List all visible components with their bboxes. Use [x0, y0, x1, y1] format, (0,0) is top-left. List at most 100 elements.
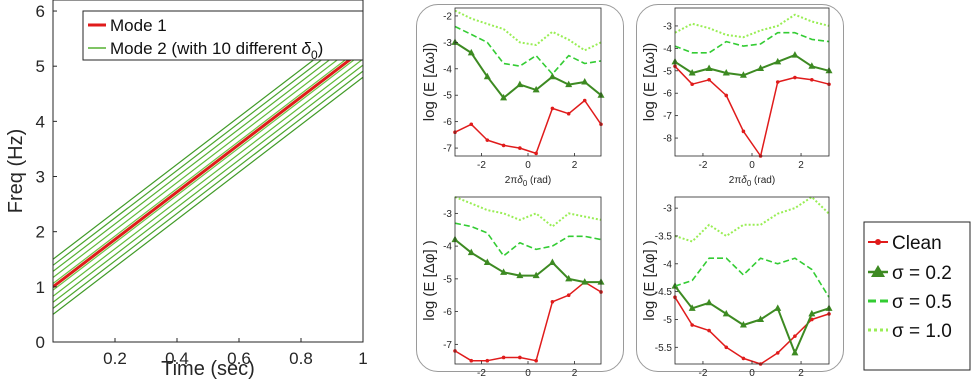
- series-line: [454, 196, 602, 228]
- data-point: [485, 358, 490, 363]
- panel-ytick-label: -5: [443, 91, 452, 102]
- legend-mode1-label: Mode 1: [110, 16, 167, 35]
- data-point: [757, 315, 765, 322]
- data-point: [774, 304, 782, 311]
- main-xlabel: Time (sec): [161, 358, 255, 380]
- data-point: [739, 321, 747, 328]
- panel-group-left-frame: [416, 4, 624, 372]
- panel-ytick-label: -2: [443, 11, 452, 22]
- panel-ytick-label: -5.5: [655, 343, 673, 354]
- panel-xtick-label: 2: [798, 160, 804, 171]
- data-point: [581, 278, 589, 285]
- data-point: [532, 271, 540, 279]
- panel-xtick-label: 0: [749, 160, 755, 171]
- mode2-line: [53, 45, 363, 285]
- data-point: [534, 358, 538, 363]
- mode2-line: [53, 52, 363, 291]
- panel-frame: [674, 196, 830, 365]
- panel-xtick-label: -2: [699, 368, 708, 379]
- legend-clean-item: Clean: [868, 233, 942, 254]
- main-legend-box: [82, 10, 364, 61]
- legend-s10-label: σ = 1.0: [892, 321, 952, 342]
- panel-ytick-label: -4: [443, 242, 452, 253]
- main-xtick-label: 1: [358, 349, 367, 368]
- series-line: [454, 41, 602, 99]
- panel-ytick-label: -3.5: [655, 231, 673, 242]
- data-point: [707, 328, 711, 333]
- main-ytick-label: 0: [36, 333, 45, 352]
- main-xtick-label: 0.6: [227, 349, 251, 368]
- main-ytick-label: 3: [36, 168, 45, 187]
- main-xtick-label: 0.8: [289, 349, 313, 368]
- legend-s02-item: σ = 0.2: [868, 263, 952, 284]
- panel-xtick-label: 0: [525, 160, 531, 171]
- data-point: [566, 293, 571, 298]
- main-chart: 0.2 0.4 0.6 0.8 1 0 1 2 3 4 5 6 Time (sec) Freq (Hz…: [5, 0, 368, 380]
- data-point: [741, 129, 746, 134]
- data-point: [566, 111, 571, 116]
- panel-ytick-label: -3: [663, 204, 672, 215]
- panel-ytick-label: -6: [443, 307, 452, 318]
- panel-xtick-label: -2: [699, 160, 708, 171]
- data-point: [810, 77, 814, 82]
- panel-xlabel: 2πδ0 (rad): [505, 175, 551, 188]
- data-point: [550, 106, 555, 111]
- data-point: [469, 358, 474, 363]
- data-point: [483, 72, 491, 80]
- main-plot-frame: [52, 0, 364, 343]
- mode1-line: [53, 48, 363, 289]
- data-point: [690, 82, 694, 87]
- main-xtick-label: 0.4: [165, 349, 189, 368]
- series-line: [674, 257, 830, 298]
- series-line: [674, 54, 830, 77]
- panel-xlabel: 2πδ0 (rad): [729, 175, 775, 188]
- panel-group-right-frame: [636, 4, 844, 372]
- data-point: [582, 98, 587, 103]
- data-point: [739, 71, 747, 78]
- panel-ytick-label: -5: [663, 66, 672, 77]
- data-point: [550, 299, 555, 304]
- series-line: [674, 285, 830, 354]
- panel-ylabel: log (E [Δω]): [421, 43, 438, 121]
- legend-clean-label: Clean: [892, 233, 942, 254]
- panel-a: -2 0 2 -7 -6 -5 -4 -3 -2 2πδ0 (rad) log (E [Δω]): [421, 7, 605, 188]
- panel-ylabel: log (E [Δφ] ): [421, 240, 438, 321]
- panel-ytick-label: -7: [663, 111, 672, 122]
- main-ytick-label: 1: [36, 278, 45, 297]
- series-line: [454, 99, 602, 155]
- series-line: [674, 65, 830, 157]
- mode2-line: [53, 27, 363, 266]
- data-point: [793, 334, 797, 338]
- series-line: [454, 9, 602, 52]
- data-point: [501, 143, 506, 148]
- panel-b: -2 0 2 -8 -7 -6 -5 -4 -3 2πδ0 (rad) log (E [Δω]): [641, 7, 833, 188]
- panel-ytick-label: -6: [443, 117, 452, 128]
- data-point: [532, 85, 540, 93]
- main-ytick-label: 6: [36, 2, 45, 21]
- mode2-line: [53, 76, 363, 315]
- panel-xtick-label: 2: [572, 160, 578, 171]
- series-line: [674, 31, 830, 54]
- panel-xtick-label: 0: [525, 368, 531, 379]
- data-point: [722, 69, 730, 76]
- data-point: [518, 355, 522, 360]
- data-point: [581, 78, 589, 85]
- data-point: [808, 62, 816, 69]
- data-point: [500, 268, 508, 275]
- data-point: [469, 122, 474, 127]
- data-point: [688, 304, 696, 311]
- data-point: [775, 80, 780, 84]
- legend-s02-label: σ = 0.2: [892, 263, 952, 284]
- legend-s05-label: σ = 0.5: [892, 292, 952, 313]
- panel-ytick-label: -4.5: [655, 287, 673, 298]
- main-ytick-label: 4: [36, 112, 45, 131]
- data-point: [757, 64, 765, 72]
- panel-ytick-label: -4: [663, 259, 672, 270]
- main-ytick-label: 2: [36, 223, 45, 242]
- mode2-line: [53, 64, 363, 303]
- main-ytick-label: 5: [36, 57, 45, 76]
- series-line: [454, 25, 602, 75]
- data-point: [707, 77, 711, 82]
- panel-ytick-label: -3: [663, 21, 672, 32]
